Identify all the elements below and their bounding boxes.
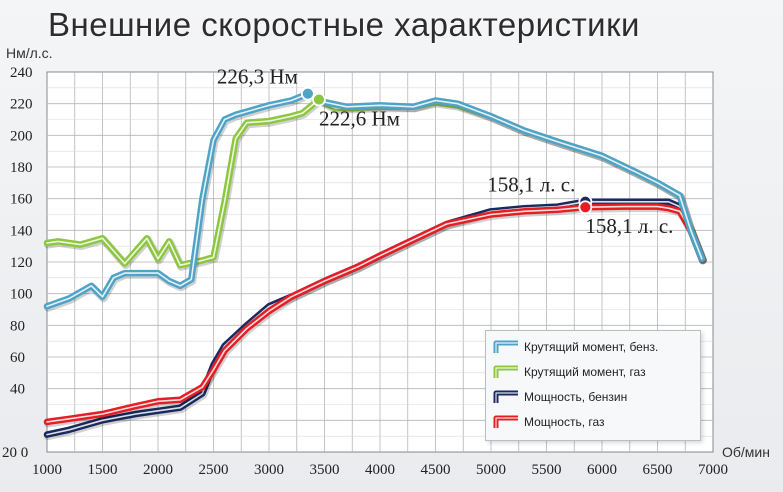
y-tick-label: 140: [10, 223, 33, 239]
legend-swatch: [493, 415, 518, 428]
x-axis-ticks: 1000 1500 2000 2500 3000 3500 4000 4500 5000 5500…: [32, 462, 728, 478]
legend-item: Крутящий момент, бенз.: [493, 337, 659, 357]
x-tick-label: 5500: [532, 462, 562, 478]
legend: Крутящий момент, бенз. Крутящий момент, г…: [485, 330, 701, 441]
legend-item: Мощность, газ: [493, 412, 605, 432]
x-tick-label: 3500: [310, 462, 340, 478]
y-tick-label: 160: [10, 192, 33, 208]
x-tick-label: 1500: [88, 462, 118, 478]
x-tick-label: 1000: [32, 462, 62, 478]
legend-item: Крутящий момент, газ: [493, 362, 646, 382]
x-tick-label: 2500: [199, 462, 229, 478]
y-axis-ticks: 20 0 40 60 80 100 120 140 160 180 200 220 240: [2, 65, 33, 461]
y-tick-label: 200: [10, 128, 33, 144]
y-axis-label: Нм/л.с.: [6, 45, 53, 61]
legend-label: Крутящий момент, бенз.: [524, 340, 659, 354]
x-tick-label: 7000: [698, 462, 728, 478]
annotations: 226,3 Нм 222,6 Нм 158,1 л. с. 158,1 л. с.: [217, 65, 674, 239]
y-tick-label: 40: [10, 382, 25, 398]
legend-label: Мощность, газ: [524, 415, 605, 429]
x-tick-label: 6500: [643, 462, 673, 478]
y-tick-label: 180: [10, 160, 33, 176]
y-tick-label: 80: [10, 318, 25, 334]
annotation-label: 222,6 Нм: [319, 107, 400, 131]
peak-marker: [578, 200, 593, 215]
chart-title: Внешние скоростные характеристики: [48, 6, 640, 43]
legend-swatch: [493, 390, 518, 403]
legend-label: Мощность, бензин: [524, 390, 628, 404]
peak-marker: [312, 92, 326, 107]
y-tick-label: 240: [10, 65, 33, 81]
x-tick-label: 6000: [587, 462, 617, 478]
annotation-label: 158,1 л. с.: [585, 214, 673, 238]
y-tick-label: 60: [10, 350, 25, 366]
x-tick-label: 4500: [421, 462, 451, 478]
peak-markers: [300, 86, 593, 215]
peak-marker: [300, 86, 315, 101]
y-tick-label: 100: [10, 287, 33, 303]
y-tick-label: 120: [10, 255, 33, 271]
series-lines: [43, 90, 707, 441]
y-tick-label: 220: [10, 97, 33, 113]
x-axis-label: Об/мин: [722, 444, 770, 460]
x-tick-label: 4000: [365, 462, 395, 478]
legend-swatch: [493, 365, 518, 378]
annotation-label: 158,1 л. с.: [487, 173, 575, 197]
x-tick-label: 2000: [143, 462, 173, 478]
annotation-label: 226,3 Нм: [217, 65, 298, 89]
x-tick-label: 3000: [254, 462, 284, 478]
series-highlight: [46, 205, 703, 423]
x-tick-label: 5000: [476, 462, 506, 478]
legend-swatch: [493, 340, 518, 353]
y-tick-label: 20 0: [2, 445, 28, 461]
series-highlight: [46, 92, 703, 308]
legend-label: Крутящий момент, газ: [524, 365, 646, 379]
legend-item: Мощность, бензин: [493, 387, 628, 407]
